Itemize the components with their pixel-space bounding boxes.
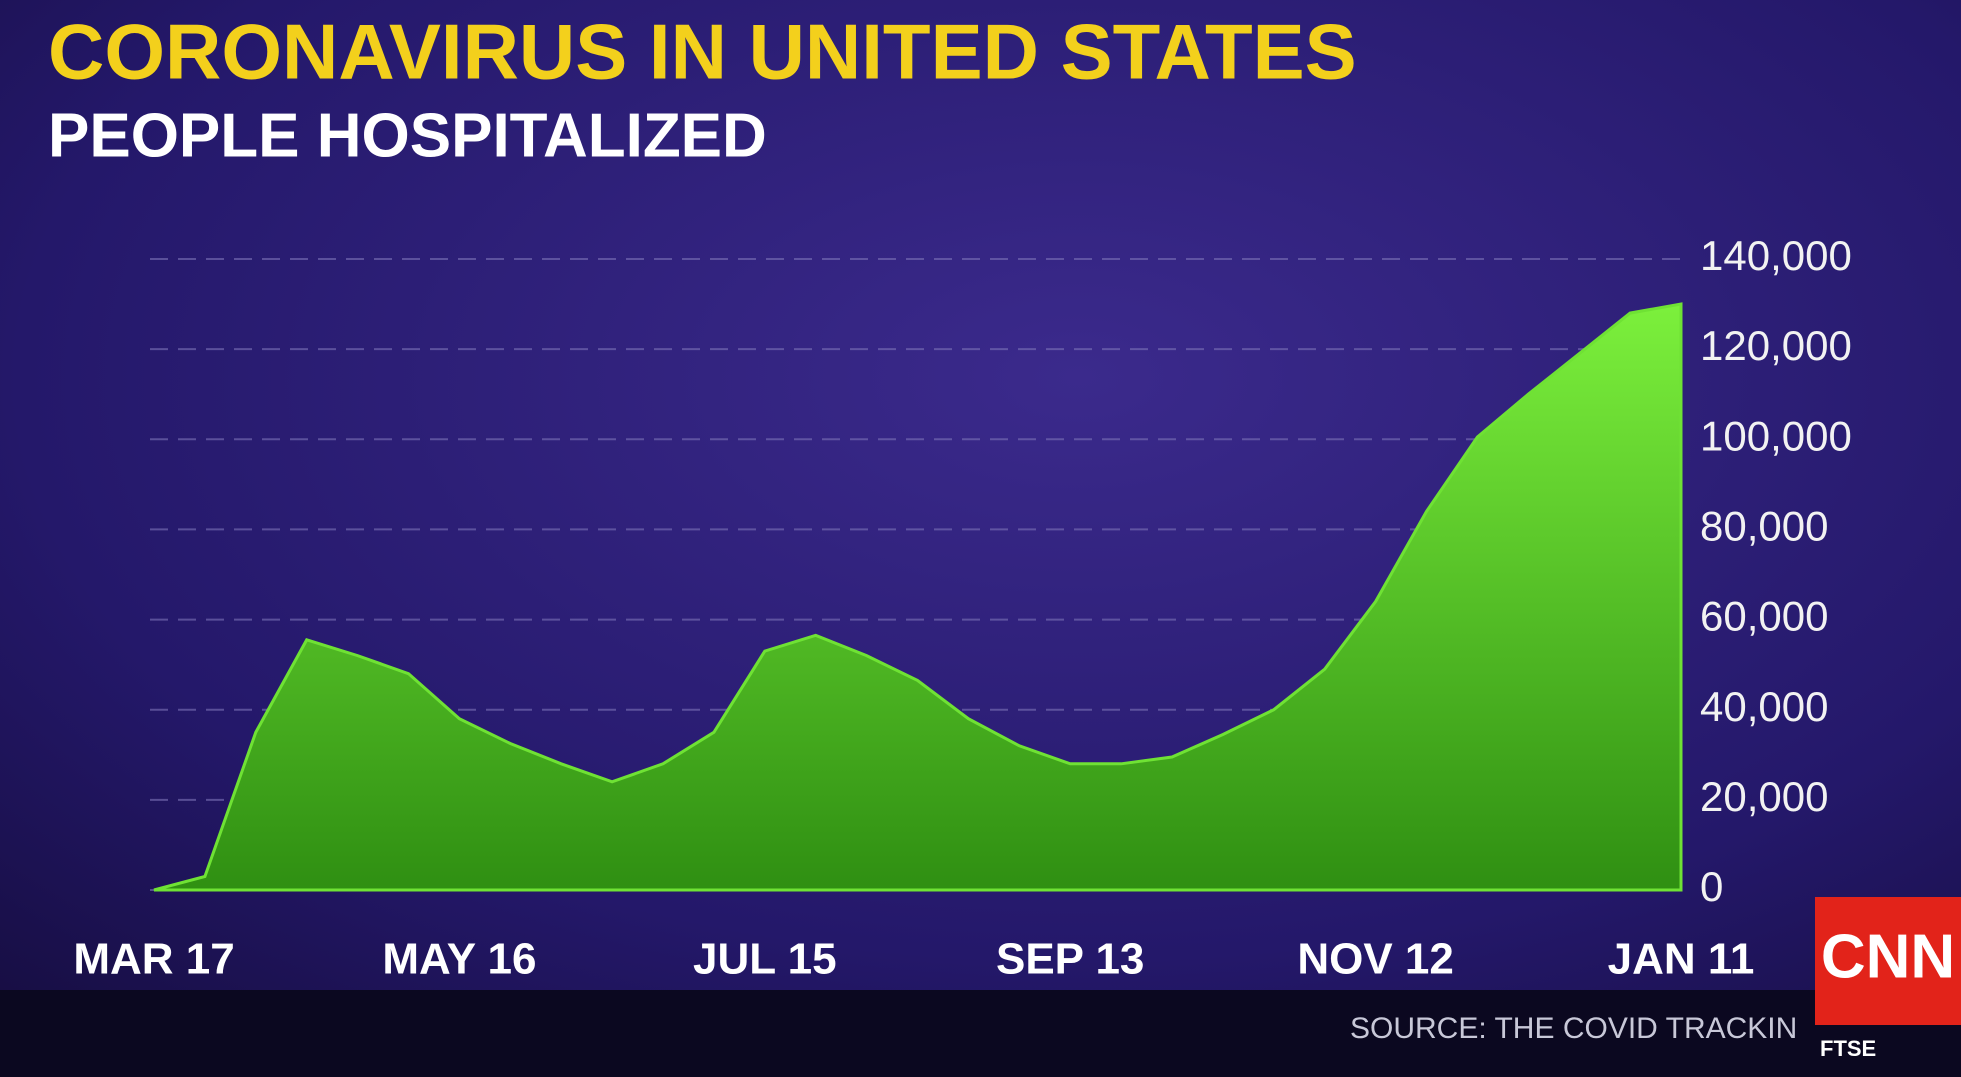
logo: CNN — [1821, 922, 1955, 991]
bottom-bar — [0, 990, 1961, 1077]
y-tick-label: 20,000 — [1700, 773, 1828, 820]
x-tick-label: JUL 15 — [693, 935, 837, 984]
area — [153, 302, 1683, 892]
y-tick-label: 40,000 — [1700, 683, 1828, 730]
y-tick-label: 0 — [1700, 863, 1723, 910]
x-tick-label: JAN 11 — [1608, 935, 1755, 984]
y-tick-label: 120,000 — [1700, 322, 1852, 369]
plot: 0 20,000 40,000 60,000 80,000 100,000 120,000 1… — [73, 232, 1852, 984]
y-tick-label: 100,000 — [1700, 412, 1852, 459]
source: SOURCE: THE COVID TRACKIN — [1350, 1012, 1797, 1045]
y-tick-label: 60,000 — [1700, 593, 1828, 640]
chart-subtitle: PEOPLE HOSPITALIZED — [48, 101, 767, 170]
x-tick-label: NOV 12 — [1297, 935, 1454, 984]
y-tick-label: 140,000 — [1700, 232, 1852, 279]
chart-title: CORONAVIRUS IN UNITED STATES — [48, 8, 1357, 96]
logo-box — [1815, 897, 1961, 1025]
x-tick-label: MAR 17 — [73, 935, 234, 984]
x-tick-label: MAY 16 — [382, 935, 536, 984]
y-tick-label: 80,000 — [1700, 503, 1828, 550]
x-tick-label: SEP 13 — [996, 935, 1144, 984]
ticker: FTSE — [1820, 1036, 1876, 1061]
